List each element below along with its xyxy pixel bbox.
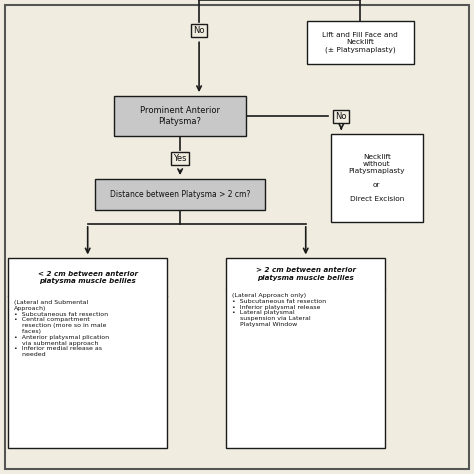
Text: (Lateral and Submental
Approach)
•  Subcutaneous fat resection
•  Central compar: (Lateral and Submental Approach) • Subcu… [14,300,109,357]
Text: < 2 cm between anterior
platysma muscle bellies: < 2 cm between anterior platysma muscle … [38,271,137,284]
Text: (Lateral Approach only)
•  Subcutaneous fat resection
•  Inferior platysmal rele: (Lateral Approach only) • Subcutaneous f… [232,293,326,327]
Text: Prominent Anterior
Platysma?: Prominent Anterior Platysma? [140,107,220,126]
Text: Yes: Yes [173,155,187,163]
Text: Lift and Fill Face and
Necklift
(± Platysmaplasty): Lift and Fill Face and Necklift (± Platy… [322,32,398,53]
FancyBboxPatch shape [307,21,413,64]
FancyBboxPatch shape [114,96,246,137]
Text: Distance between Platysma > 2 cm?: Distance between Platysma > 2 cm? [110,190,250,199]
Text: No: No [193,27,205,35]
Text: > 2 cm between anterior
platysma muscle bellies: > 2 cm between anterior platysma muscle … [256,267,356,281]
FancyBboxPatch shape [95,179,265,210]
Text: No: No [336,112,347,120]
FancyBboxPatch shape [331,134,423,222]
FancyBboxPatch shape [227,258,385,448]
FancyBboxPatch shape [8,258,167,448]
Text: Necklift
without
Platysmaplasty

or

Direct Excision: Necklift without Platysmaplasty or Direc… [348,154,405,202]
